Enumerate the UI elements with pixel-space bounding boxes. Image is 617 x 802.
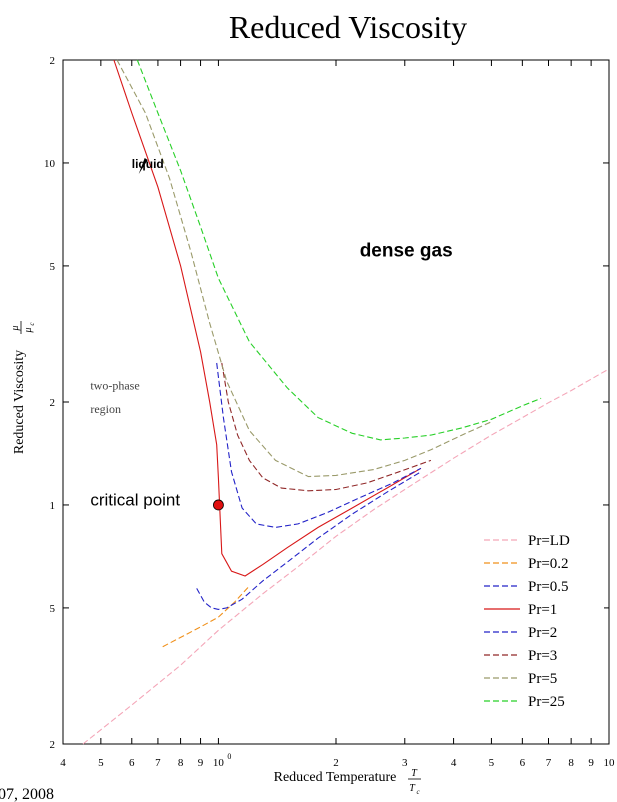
footer-fragment: 07, 2008 xyxy=(0,786,54,802)
x-tick-label: 5 xyxy=(98,757,104,769)
y-axis-label-math-num: μ xyxy=(10,325,21,331)
critical-point-marker xyxy=(213,499,224,511)
legend-label: Pr=2 xyxy=(528,625,557,641)
x-tick-label: 8 xyxy=(178,757,184,769)
legend-label: Pr=LD xyxy=(528,533,570,549)
x-tick-label: 6 xyxy=(520,757,526,769)
x-axis-label-math-num: T xyxy=(411,768,418,779)
x-axis-label: Reduced Temperature T T c xyxy=(274,768,421,796)
series-line-pr-25 xyxy=(136,59,542,441)
annotation-critical-point: critical point xyxy=(90,491,180,510)
series-line-pr-3 xyxy=(221,362,432,492)
y-tick-label: 5 xyxy=(50,603,56,615)
legend-label: Pr=1 xyxy=(528,602,557,618)
y-tick-label: 5 xyxy=(50,261,56,273)
x-tick-label: 2 xyxy=(333,757,339,769)
x-axis-label-math-den: T xyxy=(409,783,416,794)
series-line-pr-0-2 xyxy=(162,585,250,648)
legend-label: Pr=0.2 xyxy=(528,556,569,572)
legend-background xyxy=(472,528,604,716)
liquid-marker xyxy=(138,157,148,174)
x-tick-label: 7 xyxy=(546,757,552,769)
x-tick-label: 4 xyxy=(60,757,66,769)
x-tick-label: 10 xyxy=(213,757,225,769)
chart-title: Reduced Viscosity xyxy=(229,9,467,45)
series-line-pr-1 xyxy=(113,59,422,577)
x-tick-label: 3 xyxy=(402,757,408,769)
x-tick-label: 9 xyxy=(198,757,204,769)
series-line-pr-2 xyxy=(216,362,422,528)
legend-label: Pr=3 xyxy=(528,648,557,664)
series-line-pr-5 xyxy=(116,59,492,478)
x-tick-label: 6 xyxy=(129,757,135,769)
y-axis-label-math-den: μ xyxy=(23,327,34,333)
annotation-dense-gas: dense gas xyxy=(360,241,453,262)
series-line-pr-0-5 xyxy=(196,471,422,610)
y-tick-label: 2 xyxy=(50,55,56,67)
x-tick-label: 10 xyxy=(604,757,616,769)
y-axis-label-math-den-sub: c xyxy=(28,322,36,326)
series-line-pr-ld xyxy=(82,368,610,745)
x-tick-label-exponent: 0 xyxy=(227,752,231,761)
x-tick-label: 9 xyxy=(588,757,594,769)
x-tick-label: 7 xyxy=(155,757,161,769)
legend-label: Pr=25 xyxy=(528,694,565,710)
annotation-region: region xyxy=(90,402,121,416)
series-lines xyxy=(82,59,610,745)
x-axis-label-text: Reduced Temperature xyxy=(274,770,397,785)
x-tick-label: 5 xyxy=(489,757,495,769)
x-tick-label: 8 xyxy=(568,757,574,769)
y-axis-label-text: Reduced Viscosity xyxy=(12,350,27,454)
annotations: liquid dense gas two-phase region critical p… xyxy=(90,157,453,511)
axis-ticks: 4567891002345678910125125102 xyxy=(44,55,616,769)
annotation-liquid: liquid xyxy=(132,157,164,171)
y-tick-label: 1 xyxy=(50,500,56,512)
y-tick-label: 2 xyxy=(50,739,56,751)
legend: Pr=LD Pr=0.2 Pr=0.5 Pr=1 Pr=2 Pr=3 Pr=5 Pr=25 xyxy=(472,528,604,716)
x-axis-label-math-den-sub: c xyxy=(416,788,420,796)
x-tick-label: 4 xyxy=(451,757,457,769)
legend-label: Pr=5 xyxy=(528,671,557,687)
annotation-two-phase: two-phase xyxy=(90,379,139,393)
y-tick-label: 10 xyxy=(44,158,56,170)
y-axis-label: Reduced Viscosity μ μ c xyxy=(10,321,36,454)
y-tick-label: 2 xyxy=(50,397,56,409)
legend-label: Pr=0.5 xyxy=(528,579,569,595)
